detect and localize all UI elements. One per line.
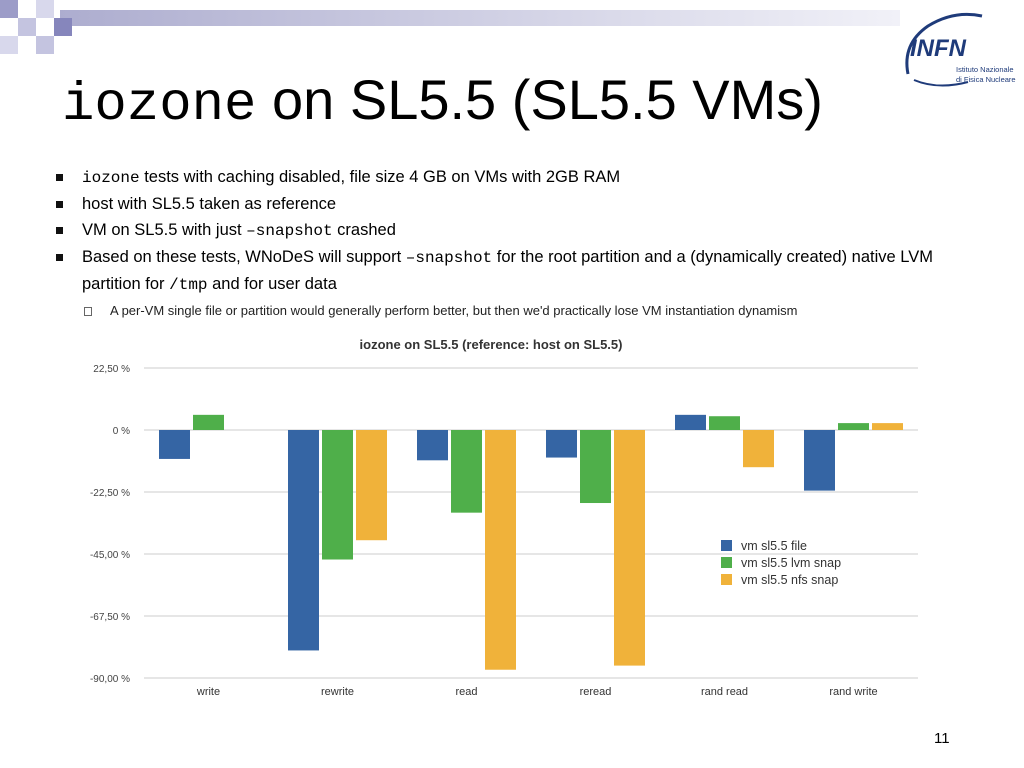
infn-logo: INFN Istituto Nazionale di Fisica Nuclea… (898, 4, 1022, 88)
bullet-part: for the root partition and a (dynamicall… (82, 248, 933, 293)
bullet-part: –snapshot (246, 222, 333, 240)
bar (451, 430, 482, 513)
bar (614, 430, 645, 666)
bullet-list: iozone tests with caching disabled, file… (54, 164, 954, 322)
legend-swatch (721, 574, 732, 585)
bar (675, 414, 706, 430)
title-text: on SL5.5 (SL5.5 VMs) (256, 68, 823, 131)
bullet-part: VM on SL5.5 with just (82, 221, 247, 239)
bar (709, 416, 740, 430)
y-tick-label: -45,00 % (90, 550, 130, 561)
legend-swatch (721, 540, 732, 551)
legend-label: vm sl5.5 nfs snap (741, 573, 838, 587)
bullet-square-icon (56, 227, 63, 234)
bar (804, 430, 835, 491)
chart-title: iozone on SL5.5 (reference: host on SL5.… (360, 337, 623, 352)
title-command: iozone (62, 75, 257, 136)
bar (322, 430, 353, 560)
legend-label: vm sl5.5 file (741, 539, 807, 553)
bullet-item: iozone tests with caching disabled, file… (54, 164, 954, 191)
bar (356, 430, 387, 541)
sub-bullet-square-icon (84, 307, 92, 316)
bullet-part: tests with caching disabled, file size 4… (139, 168, 621, 186)
x-tick-label: rand write (829, 686, 877, 698)
bar (288, 430, 319, 651)
bar (417, 430, 448, 461)
legend-swatch (721, 557, 732, 568)
bar (580, 430, 611, 504)
bullet-item: VM on SL5.5 with just –snapshot crashed (54, 217, 954, 244)
bullet-part: iozone (82, 169, 140, 187)
y-tick-label: -22,50 % (90, 488, 130, 499)
bar (838, 423, 869, 430)
logo-text: INFN (910, 35, 967, 62)
logo-sub-1: Istituto Nazionale (956, 65, 1014, 74)
y-tick-label: -90,00 % (90, 674, 130, 685)
bullet-part: /tmp (169, 276, 208, 294)
legend-label: vm sl5.5 lvm snap (741, 556, 841, 570)
x-tick-label: write (196, 686, 220, 698)
bar-chart: iozone on SL5.5 (reference: host on SL5.… (90, 337, 918, 698)
slide-title: iozone on SL5.5 (SL5.5 VMs) (62, 68, 823, 138)
bar (159, 430, 190, 459)
bar (743, 430, 774, 468)
y-tick-label: 0 % (113, 426, 130, 437)
logo-sub-2: di Fisica Nucleare (956, 75, 1016, 84)
bullet-part: and for user data (207, 275, 337, 293)
x-tick-label: reread (580, 686, 612, 698)
sub-bullet-item: A per-VM single file or partition would … (54, 300, 954, 322)
bullet-part: crashed (332, 221, 396, 239)
bullet-square-icon (56, 254, 63, 261)
bullet-part: host with SL5.5 taken as reference (82, 195, 337, 213)
bullet-square-icon (56, 174, 63, 181)
bar (546, 430, 577, 458)
sub-bullet-text: A per-VM single file or partition would … (110, 303, 798, 318)
header-decoration (0, 0, 900, 54)
x-tick-label: rand read (701, 686, 748, 698)
bullet-part: –snapshot (405, 249, 493, 267)
bullet-item: Based on these tests, WNoDeS will suppor… (54, 244, 954, 298)
bar (485, 430, 516, 670)
bar (193, 414, 224, 430)
y-tick-label: -67,50 % (90, 612, 130, 623)
page-number: 11 (934, 730, 950, 747)
bullet-square-icon (56, 201, 63, 208)
x-tick-label: rewrite (321, 686, 354, 698)
x-tick-label: read (455, 686, 477, 698)
bullet-part: Based on these tests, WNoDeS will suppor… (82, 248, 406, 266)
bar (872, 423, 903, 430)
bullet-item: host with SL5.5 taken as reference (54, 191, 954, 217)
y-tick-label: 22,50 % (93, 364, 130, 375)
